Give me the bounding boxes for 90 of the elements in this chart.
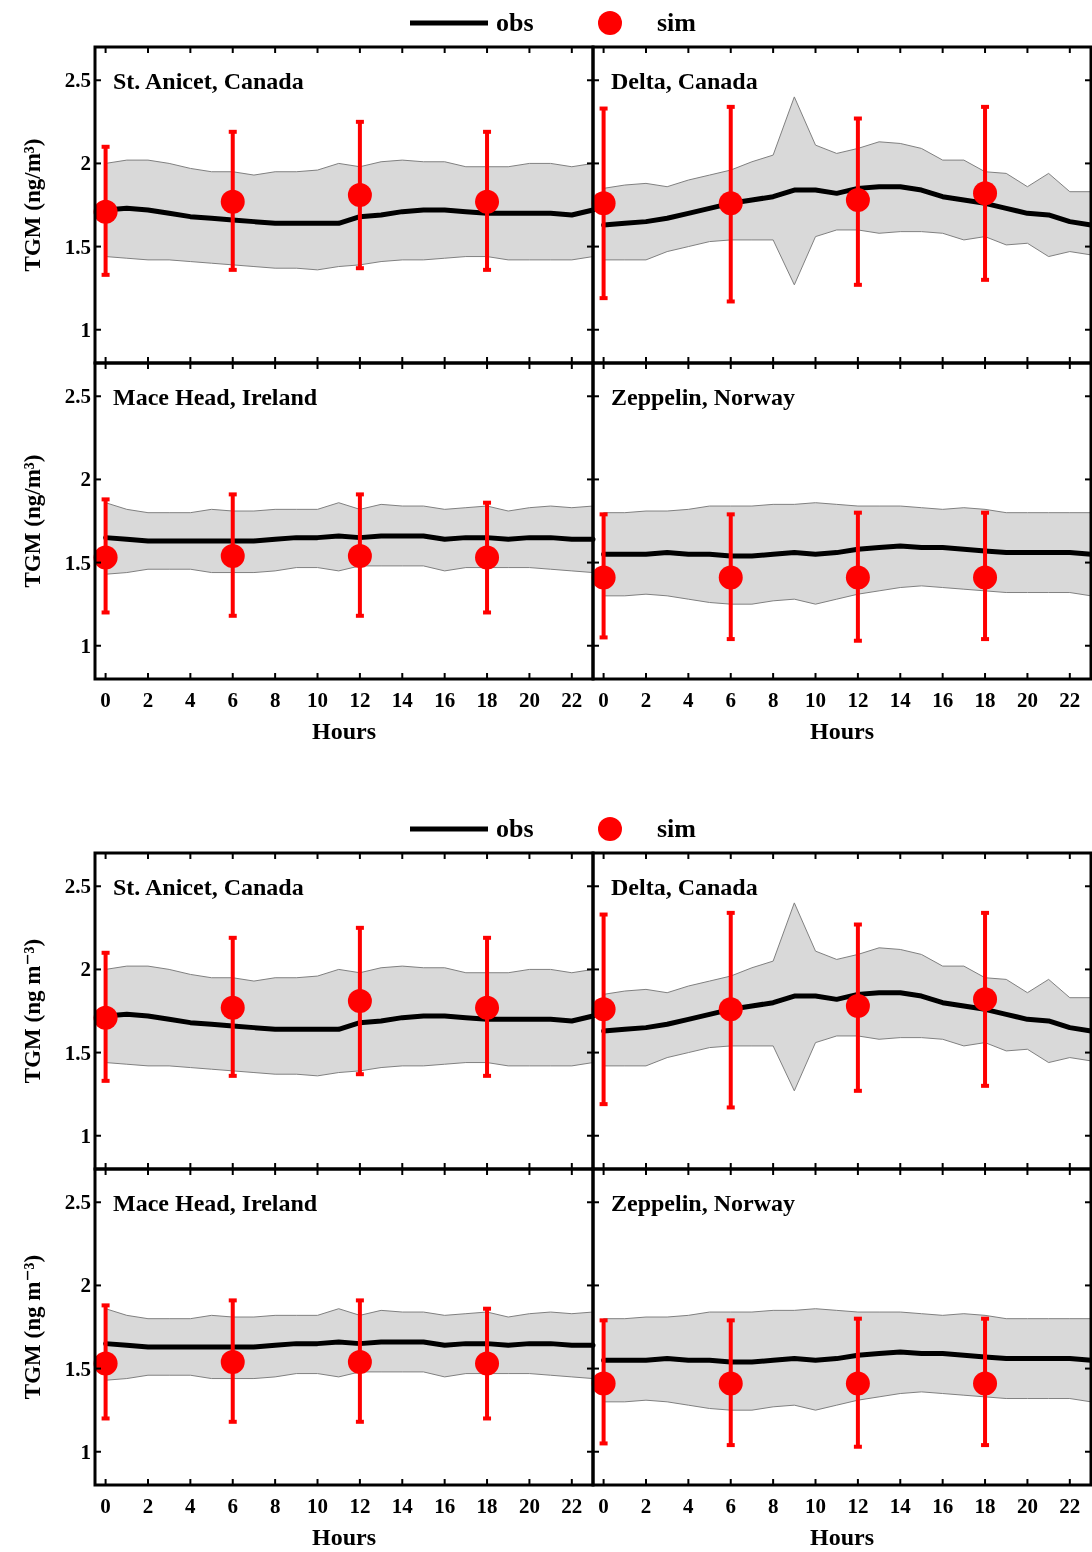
y-tick-label: 1 [80, 1439, 91, 1464]
x-tick-label: 14 [889, 688, 912, 712]
x-tick-label: 2 [142, 688, 154, 712]
x-tick-label: 4 [683, 1494, 695, 1518]
x-tick-label: 8 [269, 1494, 281, 1518]
text: Zeppelin, Norway [611, 1190, 796, 1216]
y-tick-label: 1 [80, 633, 91, 658]
point [220, 189, 245, 214]
y-axis-title: TGM (ng/m³) [20, 138, 45, 272]
x-tick-label: 18 [476, 688, 498, 712]
x-tick-label: 8 [269, 688, 281, 712]
text: Mace Head, Ireland [113, 384, 318, 410]
x-tick-label: 22 [1059, 688, 1081, 712]
x-tick-label: 14 [391, 1494, 414, 1518]
legend-label: sim [657, 8, 697, 37]
x-tick-label: 18 [974, 688, 996, 712]
point [347, 989, 372, 1014]
x-axis-title: Hours [809, 1524, 875, 1550]
x-axis-title: Hours [809, 718, 875, 744]
y-tick-label: 2 [80, 151, 91, 176]
x-tick-label: 2 [640, 1494, 652, 1518]
x-tick-label: 22 [561, 1494, 583, 1518]
y-tick-label: 2.5 [64, 384, 91, 409]
x-tick-label: 12 [847, 1494, 869, 1518]
x-tick-label: 16 [932, 688, 954, 712]
x-axis-title: Hours [311, 718, 377, 744]
legend-label: sim [657, 814, 697, 843]
y-tick-label: 2.5 [64, 1190, 91, 1215]
x-tick-label: 4 [185, 688, 197, 712]
x-tick-label: 8 [767, 1494, 779, 1518]
x-tick-label: 10 [307, 688, 329, 712]
x-tick-label: 2 [640, 688, 652, 712]
y-axis-title: TGM (ng m⁻³) [20, 938, 45, 1084]
y-tick-label: 2.5 [64, 68, 91, 93]
point [475, 189, 500, 214]
x-tick-label: 0 [100, 688, 111, 712]
y-tick-label: 1 [80, 317, 91, 342]
y-axis-title: TGM (ng/m³) [20, 454, 45, 588]
x-axis-title: Hours [311, 1524, 377, 1550]
y-tick-label: 2.5 [64, 874, 91, 899]
point [220, 995, 245, 1020]
x-tick-label: 14 [889, 1494, 912, 1518]
legend-label: obs [496, 8, 534, 37]
y-tick-label: 1 [80, 1123, 91, 1148]
point [475, 995, 500, 1020]
y-tick-label: 2 [80, 1273, 91, 1298]
x-tick-label: 6 [725, 688, 736, 712]
x-tick-label: 18 [476, 1494, 498, 1518]
x-tick-label: 12 [349, 1494, 371, 1518]
x-tick-label: 6 [227, 688, 238, 712]
point [347, 183, 372, 208]
text: Delta, Canada [611, 874, 758, 900]
x-tick-label: 8 [767, 688, 779, 712]
x-tick-label: 10 [805, 1494, 827, 1518]
x-tick-label: 4 [185, 1494, 197, 1518]
x-tick-label: 10 [805, 688, 827, 712]
x-tick-label: 22 [561, 688, 583, 712]
x-tick-label: 20 [1016, 1494, 1038, 1518]
text: St. Anicet, Canada [113, 68, 304, 94]
text: Zeppelin, Norway [611, 384, 796, 410]
x-tick-label: 18 [974, 1494, 996, 1518]
text: Delta, Canada [611, 68, 758, 94]
x-tick-label: 14 [391, 688, 414, 712]
x-tick-label: 16 [932, 1494, 954, 1518]
y-tick-label: 1.5 [64, 1356, 91, 1381]
x-tick-label: 12 [847, 688, 869, 712]
x-tick-label: 0 [598, 1494, 609, 1518]
x-tick-label: 22 [1059, 1494, 1081, 1518]
x-tick-label: 4 [683, 688, 695, 712]
x-tick-label: 20 [518, 1494, 540, 1518]
y-tick-label: 1.5 [64, 234, 91, 259]
y-axis-title: TGM (ng m⁻³) [20, 1254, 45, 1400]
text: Mace Head, Ireland [113, 1190, 318, 1216]
x-tick-label: 0 [100, 1494, 111, 1518]
y-tick-label: 2 [80, 957, 91, 982]
text: St. Anicet, Canada [113, 874, 304, 900]
legend-label: obs [496, 814, 534, 843]
x-tick-label: 16 [434, 1494, 456, 1518]
x-tick-label: 6 [725, 1494, 736, 1518]
y-tick-label: 1.5 [64, 550, 91, 575]
y-tick-label: 2 [80, 467, 91, 492]
x-tick-label: 6 [227, 1494, 238, 1518]
x-tick-label: 0 [598, 688, 609, 712]
y-tick-label: 1.5 [64, 1040, 91, 1065]
x-tick-label: 10 [307, 1494, 329, 1518]
x-tick-label: 16 [434, 688, 456, 712]
x-tick-label: 20 [1016, 688, 1038, 712]
x-tick-label: 2 [142, 1494, 154, 1518]
x-tick-label: 20 [518, 688, 540, 712]
x-tick-label: 12 [349, 688, 371, 712]
